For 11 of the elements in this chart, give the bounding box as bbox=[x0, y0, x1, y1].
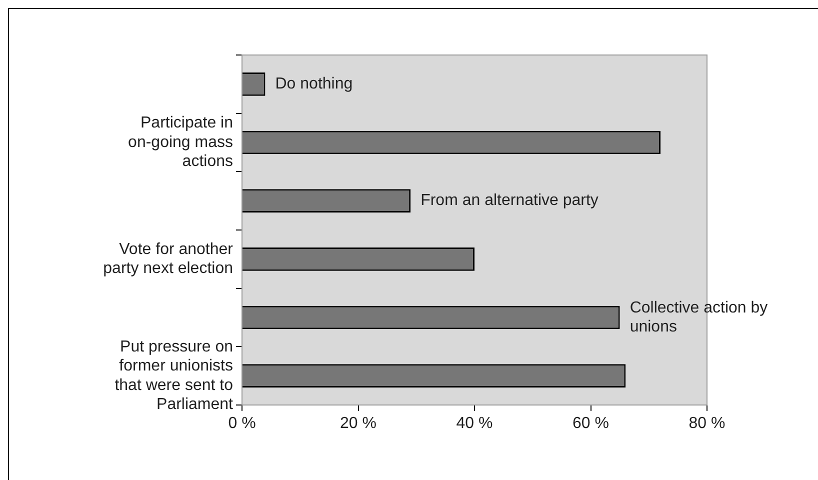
x-tick-label: 20 % bbox=[340, 415, 376, 432]
y-tick-label: Collective action by unions bbox=[630, 299, 768, 336]
y-tick-label: Put pressure on former unionists that were sent to Parliament bbox=[114, 338, 234, 414]
x-tick-label: 60 % bbox=[572, 415, 609, 432]
x-tick-label: 40 % bbox=[456, 415, 493, 432]
x-tick-label: 0 % bbox=[228, 415, 256, 432]
y-tick-label: Do nothing bbox=[275, 76, 353, 93]
y-tick-label: Vote for another party next election bbox=[103, 240, 234, 278]
x-tick-label: 80 % bbox=[688, 415, 726, 432]
y-tick-label: Participate in on-going mass actions bbox=[128, 114, 233, 170]
y-tick-label: From an alternative party bbox=[420, 192, 598, 210]
